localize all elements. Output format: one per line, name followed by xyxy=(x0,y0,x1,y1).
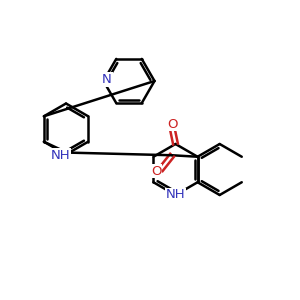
Text: O: O xyxy=(167,118,178,131)
Text: N: N xyxy=(102,73,112,86)
Text: O: O xyxy=(151,165,161,178)
Text: NH: NH xyxy=(51,149,70,162)
Text: NH: NH xyxy=(166,188,185,202)
